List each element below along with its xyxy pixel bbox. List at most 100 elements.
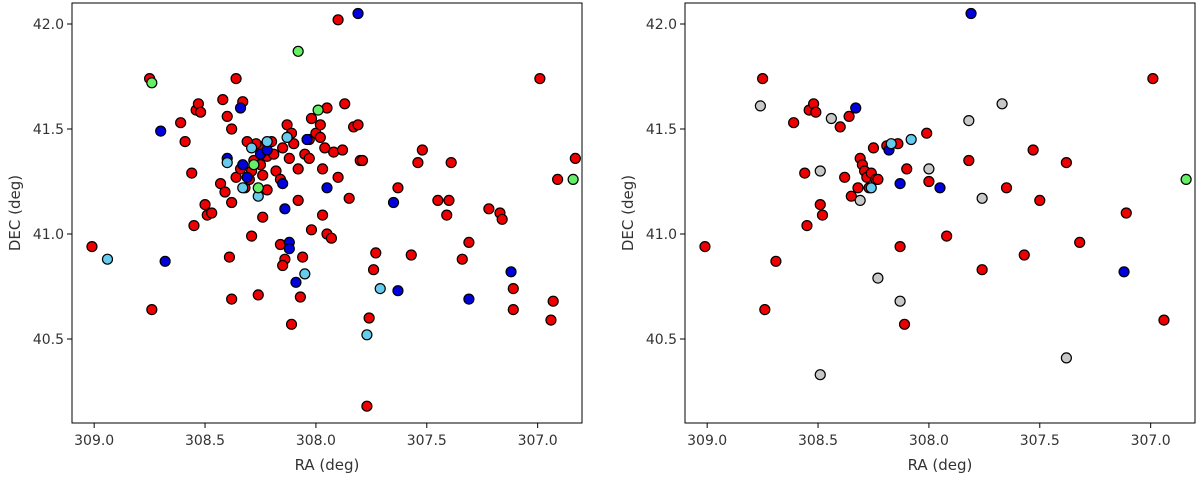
data-point: [1034, 194, 1046, 206]
data-point: [305, 112, 318, 125]
data-point: [934, 182, 946, 194]
data-point: [894, 241, 906, 253]
data-point: [316, 209, 329, 221]
data-point: [699, 241, 711, 253]
data-point: [1180, 173, 1192, 185]
data-point: [361, 329, 373, 341]
data-point: [312, 104, 324, 116]
data-point: [1060, 352, 1072, 364]
data-point: [367, 264, 380, 276]
data-point: [852, 182, 864, 194]
data-point: [223, 251, 236, 263]
data-point: [496, 213, 508, 225]
data-point: [305, 224, 318, 236]
y-tick-label: 42.0: [33, 17, 64, 33]
data-point: [292, 194, 304, 206]
data-point: [1018, 249, 1030, 261]
data-point: [221, 157, 233, 169]
data-point: [547, 295, 559, 307]
data-point: [277, 142, 289, 154]
x-tick-label: 307.5: [1020, 433, 1060, 449]
data-point: [314, 131, 326, 143]
data-point: [898, 318, 911, 330]
data-point: [186, 167, 198, 179]
y-tick-label: 41.5: [33, 122, 64, 138]
data-point: [316, 163, 329, 175]
series-3: [146, 45, 579, 194]
data-point: [872, 173, 884, 185]
data-point: [226, 293, 238, 305]
y-tick-label: 40.5: [646, 332, 677, 348]
data-point: [292, 163, 304, 175]
data-point: [219, 186, 231, 198]
data-point: [159, 255, 171, 267]
data-point: [872, 272, 884, 284]
data-point: [281, 131, 293, 143]
data-point: [237, 159, 249, 171]
data-point: [810, 106, 822, 118]
data-point: [234, 102, 247, 114]
data-point: [257, 169, 269, 181]
data-point: [343, 192, 355, 204]
data-point: [1027, 144, 1039, 156]
data-point: [86, 241, 98, 253]
data-point: [392, 182, 404, 194]
series-2: [101, 131, 386, 341]
data-point: [463, 236, 475, 248]
data-point: [155, 125, 167, 137]
data-point: [545, 314, 557, 326]
series-4: [754, 98, 1072, 381]
data-point: [816, 209, 829, 221]
data-point: [921, 127, 933, 139]
data-point: [567, 173, 579, 185]
data-point: [569, 152, 581, 164]
series-0: [699, 72, 1170, 330]
data-point: [801, 220, 813, 232]
data-point: [252, 289, 264, 301]
series-3: [1180, 173, 1192, 185]
data-point: [226, 196, 238, 209]
data-point: [325, 232, 338, 244]
data-point: [352, 7, 364, 20]
data-point: [1074, 236, 1086, 248]
data-point: [146, 304, 158, 316]
data-point: [1147, 72, 1159, 85]
series-2: [865, 133, 917, 194]
data-point: [814, 369, 826, 381]
data-point: [905, 133, 917, 146]
data-point: [483, 203, 495, 215]
y-axis-label: DEC (deg): [6, 175, 24, 251]
x-tick-label: 309.0: [74, 433, 114, 449]
scatter-chart-right: 309.0 308.5 308.0 307.5 307.0 40.5 41.0 41.5 42.…: [619, 2, 1196, 474]
data-point: [288, 138, 300, 150]
data-point: [894, 295, 906, 307]
data-point: [552, 173, 564, 185]
data-point: [294, 291, 306, 303]
x-tick-label: 307.5: [407, 433, 447, 449]
scatter-chart-left: 309.0 308.5 308.0 307.5 307.0 40.5 41.0 41.5 42.…: [6, 2, 583, 474]
data-point: [963, 114, 975, 127]
data-point: [996, 98, 1008, 110]
data-point: [1158, 314, 1170, 326]
data-point: [507, 304, 519, 316]
data-point: [759, 304, 771, 316]
data-point: [416, 144, 428, 156]
y-tick-label: 41.5: [646, 122, 677, 138]
data-point: [1000, 182, 1013, 194]
data-point: [441, 209, 453, 221]
data-point: [277, 178, 289, 190]
data-point: [319, 142, 331, 154]
data-point: [505, 266, 517, 278]
data-point: [195, 106, 207, 118]
data-point: [850, 102, 862, 114]
plot-frame: [684, 2, 1196, 424]
data-point: [283, 152, 295, 164]
data-point: [814, 165, 826, 177]
data-point: [1120, 207, 1132, 219]
data-point: [754, 100, 766, 112]
data-point: [843, 110, 855, 123]
data-point: [443, 194, 455, 206]
y-axis-label: DEC (deg): [619, 175, 637, 251]
x-axis-label: RA (deg): [295, 456, 360, 474]
